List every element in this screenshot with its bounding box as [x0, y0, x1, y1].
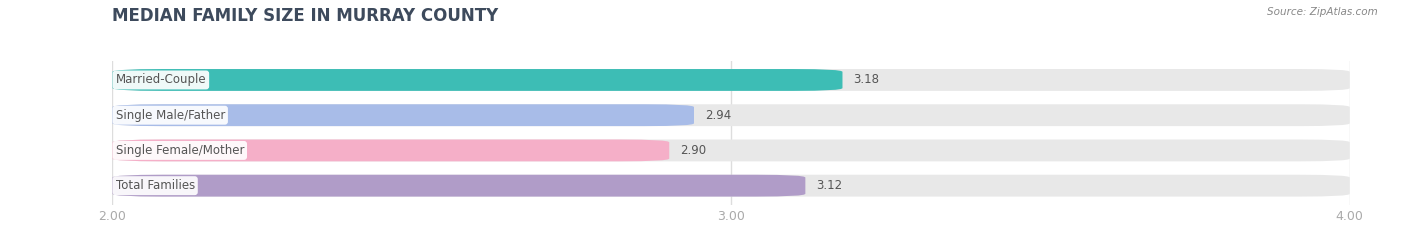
Text: 2.90: 2.90 — [681, 144, 707, 157]
Text: Single Female/Mother: Single Female/Mother — [115, 144, 245, 157]
Text: Married-Couple: Married-Couple — [115, 73, 207, 86]
FancyBboxPatch shape — [112, 140, 1350, 161]
FancyBboxPatch shape — [112, 69, 1350, 91]
Text: 3.12: 3.12 — [817, 179, 842, 192]
Text: Total Families: Total Families — [115, 179, 195, 192]
FancyBboxPatch shape — [112, 175, 806, 197]
FancyBboxPatch shape — [112, 175, 1350, 197]
FancyBboxPatch shape — [112, 140, 669, 161]
Text: Single Male/Father: Single Male/Father — [115, 109, 225, 122]
FancyBboxPatch shape — [112, 104, 695, 126]
Text: 2.94: 2.94 — [706, 109, 731, 122]
Text: Source: ZipAtlas.com: Source: ZipAtlas.com — [1267, 7, 1378, 17]
FancyBboxPatch shape — [112, 69, 842, 91]
FancyBboxPatch shape — [112, 104, 1350, 126]
Text: MEDIAN FAMILY SIZE IN MURRAY COUNTY: MEDIAN FAMILY SIZE IN MURRAY COUNTY — [112, 7, 499, 25]
Text: 3.18: 3.18 — [853, 73, 880, 86]
